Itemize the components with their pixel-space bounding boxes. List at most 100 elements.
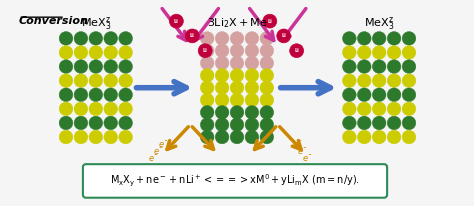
Text: $\mathrm{M_xX_y + ne^- + nLi^+ <==> xM^0 + yLi_mX}$$\mathrm{\ (m = n/y).}$: $\mathrm{M_xX_y + ne^- + nLi^+ <==> xM^0… (110, 173, 360, 189)
Circle shape (119, 74, 133, 88)
Circle shape (119, 88, 133, 102)
Circle shape (89, 88, 103, 102)
Circle shape (372, 88, 386, 102)
Circle shape (260, 105, 273, 119)
Circle shape (372, 130, 386, 144)
Circle shape (104, 46, 118, 59)
Circle shape (119, 102, 133, 116)
Circle shape (215, 130, 229, 144)
Circle shape (230, 44, 244, 57)
Circle shape (245, 93, 259, 107)
Circle shape (89, 102, 103, 116)
Circle shape (260, 32, 273, 45)
Circle shape (372, 60, 386, 73)
Circle shape (357, 88, 371, 102)
Circle shape (89, 60, 103, 73)
Circle shape (343, 116, 356, 130)
FancyBboxPatch shape (83, 164, 387, 198)
Text: eˉ: eˉ (149, 154, 158, 163)
Circle shape (260, 69, 273, 82)
Circle shape (402, 116, 416, 130)
Circle shape (387, 46, 401, 59)
Circle shape (372, 32, 386, 45)
Circle shape (201, 93, 214, 107)
Circle shape (201, 56, 214, 70)
Circle shape (59, 74, 73, 88)
Circle shape (402, 74, 416, 88)
Circle shape (119, 46, 133, 59)
Circle shape (215, 118, 229, 131)
Circle shape (74, 46, 88, 59)
Circle shape (260, 118, 273, 131)
Circle shape (357, 46, 371, 59)
Circle shape (343, 74, 356, 88)
Circle shape (402, 60, 416, 73)
Circle shape (372, 102, 386, 116)
Circle shape (245, 118, 259, 131)
Circle shape (260, 56, 273, 70)
Circle shape (104, 60, 118, 73)
Circle shape (343, 32, 356, 45)
Circle shape (89, 74, 103, 88)
Circle shape (387, 130, 401, 144)
Circle shape (119, 116, 133, 130)
Circle shape (290, 44, 304, 58)
Circle shape (74, 32, 88, 45)
Text: Conversion: Conversion (18, 16, 88, 26)
Circle shape (59, 102, 73, 116)
Circle shape (245, 69, 259, 82)
Circle shape (104, 74, 118, 88)
Circle shape (260, 81, 273, 95)
Circle shape (104, 102, 118, 116)
Circle shape (59, 60, 73, 73)
Circle shape (402, 46, 416, 59)
Circle shape (277, 29, 291, 43)
Circle shape (89, 32, 103, 45)
Circle shape (104, 88, 118, 102)
Circle shape (201, 44, 214, 57)
Circle shape (201, 118, 214, 131)
Circle shape (263, 14, 277, 28)
Circle shape (387, 74, 401, 88)
Circle shape (74, 130, 88, 144)
Circle shape (387, 116, 401, 130)
Circle shape (260, 93, 273, 107)
Circle shape (74, 74, 88, 88)
Circle shape (357, 116, 371, 130)
Circle shape (260, 130, 273, 144)
Circle shape (230, 56, 244, 70)
Circle shape (230, 93, 244, 107)
Circle shape (74, 60, 88, 73)
Circle shape (201, 32, 214, 45)
Circle shape (245, 105, 259, 119)
Text: $\mathrm{3Li_2X + Me}$: $\mathrm{3Li_2X + Me}$ (207, 16, 267, 30)
Text: Li: Li (174, 19, 179, 24)
Circle shape (230, 118, 244, 131)
Circle shape (119, 32, 133, 45)
Circle shape (357, 130, 371, 144)
Circle shape (357, 60, 371, 73)
Circle shape (119, 130, 133, 144)
Text: eˉ: eˉ (154, 147, 163, 156)
Text: Li: Li (190, 33, 195, 38)
Text: eˉ: eˉ (298, 147, 307, 156)
Text: eˉ: eˉ (159, 140, 168, 149)
Circle shape (201, 105, 214, 119)
Circle shape (201, 81, 214, 95)
Circle shape (230, 32, 244, 45)
Circle shape (104, 116, 118, 130)
Circle shape (387, 88, 401, 102)
Circle shape (74, 116, 88, 130)
Circle shape (59, 130, 73, 144)
Circle shape (372, 46, 386, 59)
Circle shape (74, 102, 88, 116)
Text: eˉ: eˉ (303, 154, 312, 163)
Circle shape (59, 46, 73, 59)
Text: eˉ: eˉ (293, 140, 302, 149)
Circle shape (59, 88, 73, 102)
Text: Li: Li (267, 19, 272, 24)
Circle shape (89, 130, 103, 144)
Circle shape (230, 69, 244, 82)
Circle shape (245, 56, 259, 70)
Circle shape (245, 32, 259, 45)
